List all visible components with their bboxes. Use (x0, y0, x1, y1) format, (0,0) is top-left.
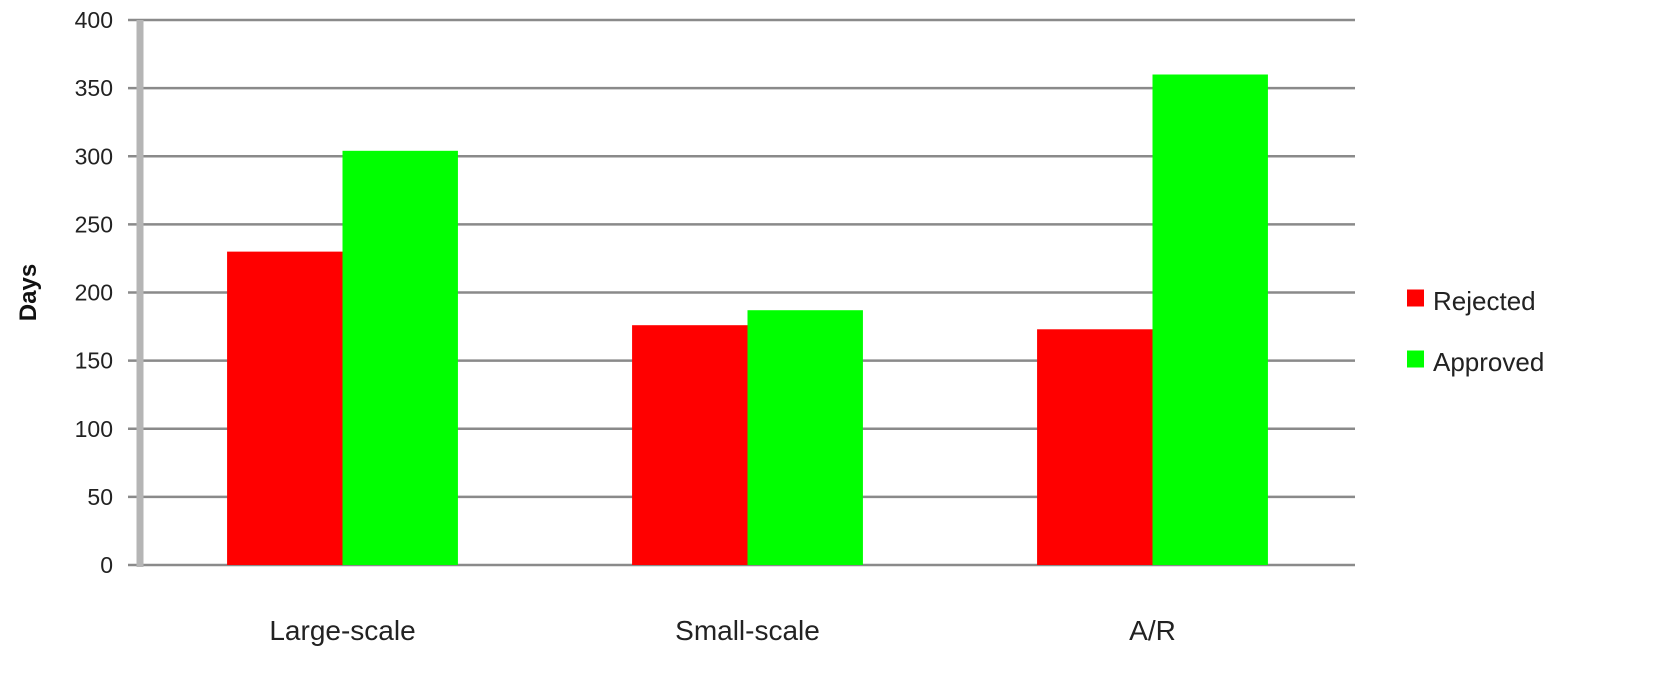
y-axis-title: Days (15, 264, 42, 321)
y-tick-label: 250 (75, 211, 113, 237)
y-tick-label: 400 (75, 7, 113, 33)
y-tick-label: 350 (75, 75, 113, 101)
y-tick-label: 300 (75, 143, 113, 169)
bar-approved-2 (1152, 74, 1268, 565)
legend: Rejected Approved (1407, 286, 1544, 377)
legend-swatch-rejected (1407, 289, 1424, 307)
legend-label-approved: Approved (1433, 347, 1544, 377)
y-tick-label: 150 (75, 348, 113, 374)
y-tick-label: 200 (75, 280, 113, 306)
x-category-label: Large-scale (269, 615, 415, 646)
category-labels: Large-scale Small-scale A/R (269, 615, 1176, 646)
bars (227, 74, 1268, 566)
y-tick-label: 100 (75, 416, 113, 442)
bar-rejected-2 (1037, 329, 1153, 565)
y-tick-label: 50 (87, 484, 113, 510)
legend-swatch-approved (1407, 350, 1424, 368)
y-tick-labels: 0 50 100 150 200 250 300 350 400 (75, 7, 113, 578)
bar-rejected-1 (632, 325, 748, 565)
x-category-label: A/R (1129, 615, 1176, 646)
x-category-label: Small-scale (675, 615, 820, 646)
bar-approved-1 (747, 310, 863, 565)
legend-label-rejected: Rejected (1433, 286, 1536, 316)
bar-rejected-0 (227, 251, 343, 565)
bar-approved-0 (342, 150, 458, 566)
y-tick-label: 0 (100, 552, 113, 578)
